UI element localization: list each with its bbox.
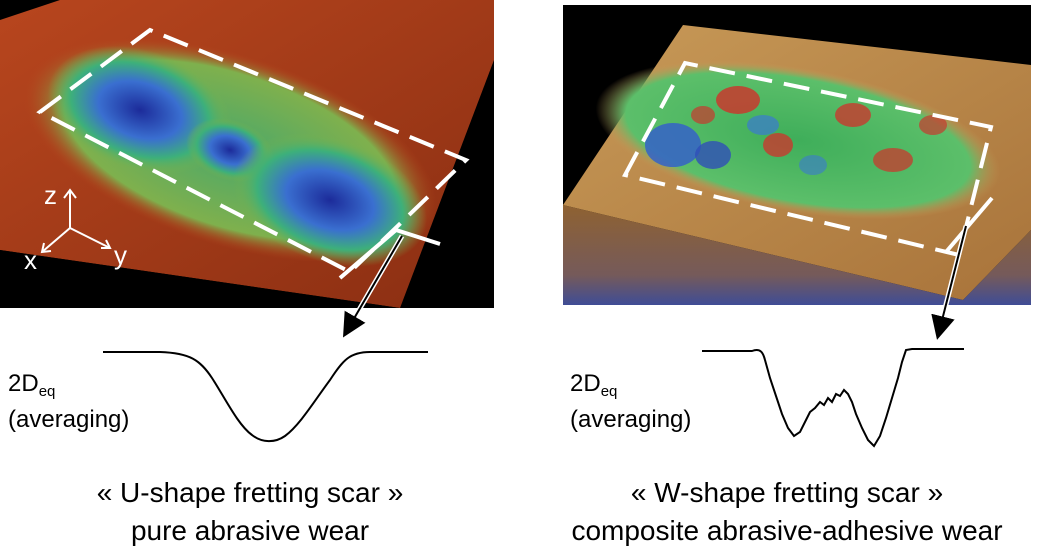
right-2deq-main: 2D [570, 370, 601, 397]
left-dashed-outline [36, 27, 470, 275]
left-scar-well-3 [232, 133, 428, 267]
left-caption: « U-shape fretting scar » pure abrasive … [20, 474, 480, 550]
right-caption-subtitle: composite abrasive-adhesive wear [571, 515, 1003, 546]
left-scar-well-1 [47, 45, 233, 175]
w-profile-curve [702, 348, 964, 448]
u-profile-curve [103, 351, 428, 443]
left-2deq-main: 2D [8, 370, 39, 397]
axis-triad [40, 188, 112, 254]
left-section-bracket [338, 227, 441, 280]
right-dashed-outline [622, 60, 994, 258]
left-2deq-label: 2Deq (averaging) [8, 370, 129, 434]
right-surface-image [563, 5, 1031, 305]
right-caption: « W-shape fretting scar » composite abra… [520, 474, 1054, 550]
axis-y-label: y [114, 240, 127, 270]
right-averaging-note: (averaging) [570, 406, 692, 433]
left-caption-title: « U-shape fretting scar » [96, 477, 404, 508]
left-2deq-sub: eq [38, 383, 56, 400]
right-caption-title: « W-shape fretting scar » [630, 477, 944, 508]
right-2deq-label: 2Deq (averaging) [570, 370, 691, 434]
left-caption-subtitle: pure abrasive wear [130, 515, 370, 546]
left-averaging-note: (averaging) [8, 406, 130, 433]
axis-x-label: x [24, 245, 37, 275]
right-2deq-sub: eq [600, 383, 618, 400]
right-arrow [931, 225, 967, 340]
left-surface-image: z x y [0, 0, 494, 308]
right-section-bracket [944, 196, 994, 254]
axis-z-label: z [44, 180, 57, 210]
